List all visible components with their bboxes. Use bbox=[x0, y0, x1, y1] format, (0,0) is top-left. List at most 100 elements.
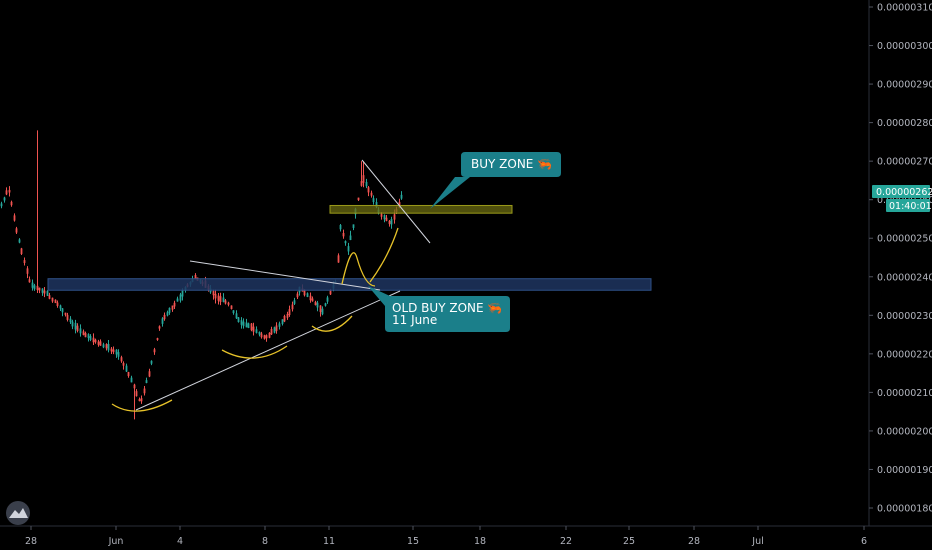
candle-body bbox=[263, 335, 266, 339]
candle-body bbox=[64, 312, 67, 315]
candle-body bbox=[293, 300, 296, 304]
wedge-trendline bbox=[361, 159, 431, 244]
old-buy-zone-callout: OLD BUY ZONE 🦐 11 June bbox=[368, 286, 510, 332]
candle-body bbox=[291, 304, 294, 310]
candle-body bbox=[59, 305, 62, 309]
candle-body bbox=[296, 293, 299, 298]
candle-body bbox=[255, 329, 258, 333]
time-tick-label: 28 bbox=[688, 536, 700, 547]
candle-body bbox=[326, 297, 329, 302]
candle-body bbox=[82, 331, 85, 335]
candle-body bbox=[54, 299, 57, 304]
candle-body bbox=[48, 295, 51, 299]
candle-body bbox=[110, 348, 113, 352]
candle-body bbox=[275, 325, 278, 332]
candle-body bbox=[158, 326, 161, 329]
candle-body bbox=[250, 323, 253, 331]
bar-countdown: 01:40:01 bbox=[889, 201, 932, 212]
old-buy-zone-date: 11 June bbox=[392, 313, 437, 327]
candle-body bbox=[375, 202, 378, 208]
candle-body bbox=[26, 268, 29, 274]
candle-body bbox=[268, 332, 271, 338]
old-buy-zone-label: OLD BUY ZONE 🦐 bbox=[392, 301, 502, 315]
candle-body bbox=[61, 308, 64, 313]
candle-body bbox=[163, 314, 166, 320]
buy-zone-rect bbox=[329, 204, 513, 214]
time-axis[interactable]: 28 Jun 4 8 11 15 18 22 25 28 Jul 6 bbox=[0, 525, 932, 547]
price-tick-label: 0.00000300 bbox=[877, 41, 932, 52]
candle-body bbox=[179, 294, 182, 301]
time-tick-label: 8 bbox=[262, 536, 268, 547]
logo-badge[interactable] bbox=[6, 501, 30, 525]
candle-body bbox=[247, 323, 250, 329]
candle-body bbox=[138, 399, 141, 402]
arc-mid bbox=[221, 345, 288, 359]
candle-body bbox=[18, 239, 21, 243]
candle-body bbox=[286, 313, 289, 318]
candle-body bbox=[237, 317, 240, 323]
candle-body bbox=[339, 225, 342, 230]
candle-body bbox=[166, 312, 169, 316]
candle-body bbox=[242, 321, 245, 327]
time-tick-label: 6 bbox=[861, 536, 867, 547]
candle-body bbox=[240, 320, 243, 325]
candle-body bbox=[400, 194, 403, 199]
candle-body bbox=[127, 372, 130, 377]
price-tick-label: 0.00000220 bbox=[877, 349, 932, 360]
time-tick-label: Jul bbox=[751, 536, 763, 547]
candle-body bbox=[342, 233, 345, 237]
candle-body bbox=[303, 289, 306, 296]
candle-body bbox=[212, 291, 215, 296]
candle-body bbox=[347, 246, 350, 252]
candle-body bbox=[133, 384, 136, 389]
candle-body bbox=[380, 214, 383, 217]
candle-body bbox=[115, 349, 118, 355]
candle-body bbox=[390, 219, 393, 225]
candle-body bbox=[51, 297, 54, 302]
candle-body bbox=[217, 295, 220, 301]
candle-body bbox=[372, 198, 375, 203]
drawings-layer bbox=[111, 159, 431, 412]
price-tick-label: 0.00000200 bbox=[877, 426, 932, 437]
price-tick-label: 0.00000310 bbox=[877, 3, 932, 14]
candle-body bbox=[148, 371, 151, 377]
candle-body bbox=[370, 192, 373, 196]
candle-body bbox=[156, 338, 159, 340]
candle-body bbox=[194, 275, 197, 280]
price-tick-label: 0.00000240 bbox=[877, 272, 932, 283]
candle-body bbox=[230, 305, 233, 309]
candle-body bbox=[8, 189, 11, 193]
candle-body bbox=[66, 314, 69, 320]
time-tick-label: 4 bbox=[177, 536, 183, 547]
candle-body bbox=[41, 288, 44, 293]
candle-body bbox=[321, 308, 324, 315]
candle-body bbox=[270, 328, 273, 335]
time-tick-label: 15 bbox=[407, 536, 419, 547]
candle-body bbox=[357, 197, 360, 201]
candle-body bbox=[171, 305, 174, 310]
price-axis[interactable]: 0.00000310 0.00000300 0.00000290 0.00000280… bbox=[868, 0, 932, 526]
candle-body bbox=[36, 285, 39, 291]
candle-body bbox=[161, 318, 164, 324]
candle-body bbox=[224, 300, 227, 304]
candle-body bbox=[145, 380, 148, 383]
candle-body bbox=[260, 333, 263, 338]
candle-body bbox=[94, 339, 97, 343]
last-price: 0.00000262 bbox=[876, 187, 932, 198]
candle-body bbox=[140, 398, 143, 402]
buy-zone-callout: BUY ZONE 🦐 bbox=[430, 152, 561, 209]
candle-body bbox=[84, 333, 87, 338]
price-tick-label: 0.00000270 bbox=[877, 157, 932, 168]
buy-zone-label: BUY ZONE 🦐 bbox=[471, 157, 552, 171]
candle-body bbox=[125, 365, 128, 372]
candle-body bbox=[329, 290, 332, 295]
candle-body bbox=[20, 248, 23, 254]
candle-body bbox=[38, 287, 41, 291]
candle-body bbox=[227, 302, 230, 305]
candle-body bbox=[258, 331, 261, 335]
candle-body bbox=[324, 303, 327, 306]
price-tick-label: 0.00000180 bbox=[877, 504, 932, 515]
time-tick-label: 22 bbox=[560, 536, 572, 547]
candle-body bbox=[288, 309, 291, 315]
